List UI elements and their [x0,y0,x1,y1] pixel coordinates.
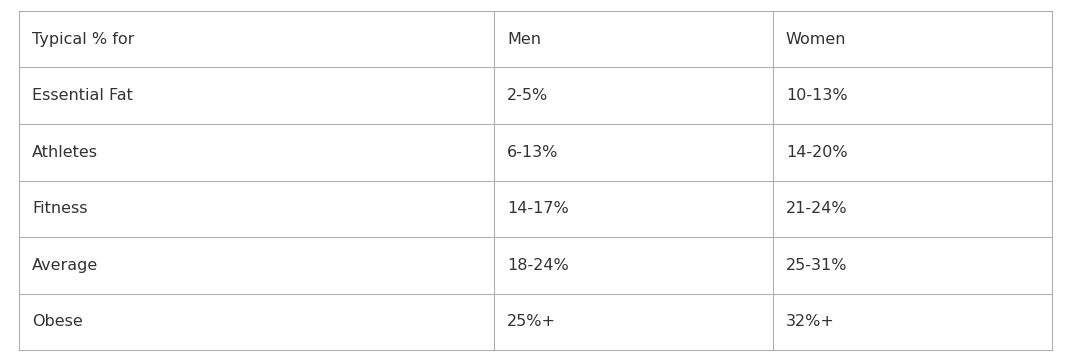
Text: Essential Fat: Essential Fat [32,88,133,103]
Text: 6-13%: 6-13% [507,145,558,160]
Text: 32%+: 32%+ [786,314,834,329]
Text: Fitness: Fitness [32,201,88,216]
Text: Typical % for: Typical % for [32,32,135,47]
Text: 21-24%: 21-24% [786,201,847,216]
Text: 14-17%: 14-17% [507,201,569,216]
Text: 25-31%: 25-31% [786,258,847,273]
Text: Obese: Obese [32,314,82,329]
Text: 25%+: 25%+ [507,314,556,329]
Text: 10-13%: 10-13% [786,88,847,103]
Text: Athletes: Athletes [32,145,99,160]
Text: 14-20%: 14-20% [786,145,847,160]
Text: 18-24%: 18-24% [507,258,569,273]
Text: Men: Men [507,32,541,47]
Text: Women: Women [786,32,846,47]
Text: Average: Average [32,258,99,273]
Text: 2-5%: 2-5% [507,88,548,103]
